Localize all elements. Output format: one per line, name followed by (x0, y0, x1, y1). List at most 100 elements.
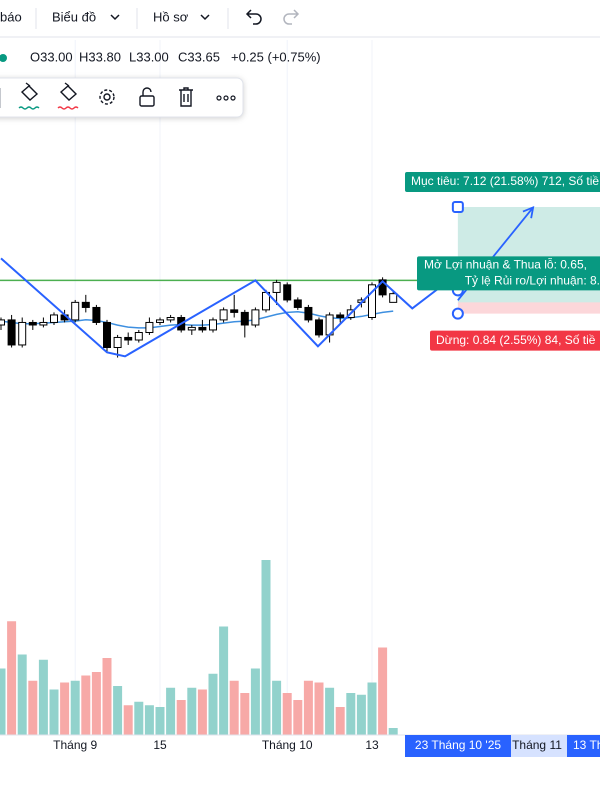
lock-body (139, 95, 155, 107)
candle-body (304, 306, 313, 321)
candle-body (272, 281, 281, 293)
volume-bar (144, 705, 154, 735)
pnl-label-bg (417, 256, 600, 291)
volume-bar (28, 680, 38, 735)
chevron (110, 14, 120, 21)
lock-button[interactable] (139, 87, 155, 107)
drawing-toolbar-bg (0, 77, 244, 118)
color-swatch (57, 106, 79, 110)
candle-body (7, 319, 16, 346)
stop-zone (457, 302, 600, 314)
delete-button[interactable] (179, 87, 193, 107)
volume-bar (60, 682, 70, 735)
volume-bar (282, 693, 292, 735)
candle-body (187, 326, 196, 331)
volume-bar (123, 705, 133, 735)
candle-body (315, 319, 323, 336)
volume-bar (240, 693, 250, 735)
volume-bar (314, 682, 324, 735)
trash-icon (179, 87, 193, 107)
range-end-label-bg (567, 735, 600, 757)
stop-label: Dừng: 0.84 (2.55%) 84, Số tiề (436, 333, 596, 347)
chevron (200, 14, 210, 21)
undo-button[interactable] (245, 9, 262, 25)
volume-bar (81, 675, 91, 735)
legend-value: L33.00 (129, 49, 169, 64)
volume-bar (367, 682, 377, 735)
volume-bar (335, 707, 345, 735)
volume-bar (261, 560, 271, 735)
volume-bar (176, 700, 186, 735)
stop-label-bg (430, 330, 600, 351)
candle-body (134, 332, 143, 341)
gear-icon (99, 89, 115, 105)
candle-body (124, 336, 133, 341)
legend-value: H33.80 (79, 49, 121, 64)
volume-bar (70, 680, 80, 735)
volume-bar (325, 687, 335, 735)
candle-body (230, 309, 239, 313)
candle-body (378, 279, 387, 296)
candle-body (219, 309, 228, 321)
volume-bar (187, 687, 197, 735)
line-color-button[interactable] (18, 82, 40, 110)
ohlc-legend: O33.00 H33.80 L33.00 C33.65 +0.25 (+0.75… (0, 49, 321, 64)
more-button[interactable] (216, 95, 236, 101)
toolbar-bg (0, 0, 600, 37)
candle-body (28, 321, 37, 326)
candle-body (92, 306, 101, 323)
target-handle[interactable] (451, 200, 464, 213)
top-toolbar: báo Biểu đồ Hồ sơ (0, 0, 600, 38)
target-label: Mục tiêu: 7.12 (21.58%) 712, Số tiề (411, 174, 599, 188)
volume-bar (219, 626, 229, 735)
fill-color-button[interactable] (57, 82, 79, 110)
candle-body (81, 301, 90, 308)
settings-button[interactable] (99, 89, 115, 105)
volume-bar (38, 659, 48, 735)
dot (223, 95, 229, 101)
volume-bar (356, 694, 366, 735)
volume-bar (208, 673, 218, 735)
candle-body (156, 319, 164, 323)
target-label-bg (405, 171, 600, 192)
volume-bar (102, 658, 112, 735)
time-label: Tháng 11 (512, 738, 562, 752)
menu-item[interactable]: Biểu đồ (52, 9, 96, 24)
range-end-label: 13 Th (573, 738, 600, 752)
candle-body (113, 336, 122, 349)
volume-bar (0, 668, 6, 735)
stop-handle[interactable] (451, 307, 464, 320)
candle-body (0, 319, 5, 326)
range-highlight (510, 735, 567, 757)
volume-bar (134, 701, 144, 735)
volume-bar (272, 680, 282, 735)
candle-body (198, 326, 207, 331)
volume-bar (250, 668, 260, 735)
candle-body (209, 319, 217, 331)
crosshair-label-bg (405, 735, 511, 757)
candle-body (50, 314, 58, 323)
volume-bar (166, 687, 176, 735)
x-tick-label: 15 (153, 738, 167, 752)
dot (230, 95, 236, 101)
lock-shackle (142, 87, 152, 96)
volume-bar (155, 707, 165, 735)
candle-body (336, 314, 345, 318)
redo-button[interactable] (283, 9, 300, 25)
zigzag-line (0, 257, 441, 358)
candle-body (166, 316, 175, 321)
candle-body (389, 293, 398, 303)
x-tick-label: 13 (365, 738, 379, 752)
color-swatch (18, 106, 40, 110)
volume-bar (303, 680, 313, 735)
arrow-head (522, 205, 535, 219)
x-tick-label: Tháng 10 (262, 738, 313, 752)
menu-item[interactable]: báo (0, 9, 22, 24)
candle-body (368, 284, 376, 318)
chart-layer: Mục tiêu: 7.12 (21.58%) 712, Số tiề Mở Lợ… (0, 40, 600, 735)
menu-item[interactable]: Hồ sơ (153, 9, 189, 24)
volume-bar (229, 680, 239, 735)
candle-body (71, 301, 80, 321)
candle-body (293, 299, 302, 308)
